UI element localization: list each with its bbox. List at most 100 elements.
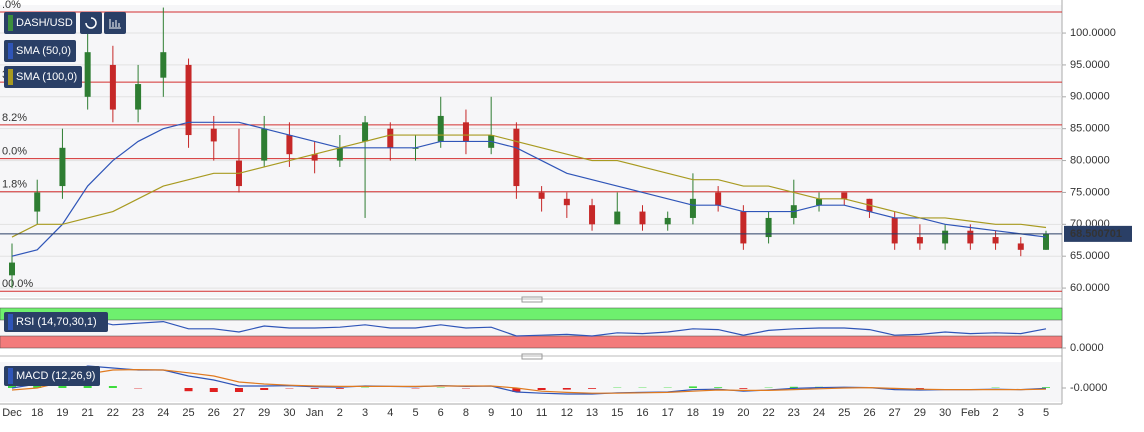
- x-tick-label: 26: [863, 407, 875, 419]
- y-tick-label: 65.0000: [1070, 250, 1110, 262]
- candle-body: [992, 237, 999, 244]
- macd-histogram-bar: [739, 388, 748, 389]
- x-tick-label: 24: [813, 407, 825, 419]
- x-tick-label: 30: [283, 407, 295, 419]
- resize-handle[interactable]: [521, 353, 543, 360]
- x-tick-label: Feb: [961, 407, 980, 419]
- refresh-button[interactable]: [80, 12, 102, 34]
- legend-box[interactable]: [4, 40, 76, 62]
- x-tick-label: 4: [387, 407, 393, 419]
- x-tick-label: Jan: [306, 407, 324, 419]
- legend-box[interactable]: [4, 66, 82, 88]
- y-tick-label: 85.0000: [1070, 123, 1110, 135]
- x-tick-label: 26: [208, 407, 220, 419]
- macd-histogram-bar: [537, 388, 546, 390]
- refresh-icon: [85, 17, 97, 29]
- candle-body: [437, 115, 444, 142]
- candle-body: [513, 128, 520, 187]
- x-tick-label: 25: [838, 407, 850, 419]
- candle-body: [311, 154, 318, 161]
- x-tick-label: 15: [611, 407, 623, 419]
- candle-body: [1043, 233, 1049, 250]
- y-tick-label: 75.0000: [1070, 186, 1110, 198]
- signal-line: [11, 368, 1047, 394]
- legend-swatch: [8, 314, 13, 330]
- candle-body: [715, 192, 722, 206]
- x-tick-label: Dec: [2, 407, 22, 419]
- y-tick-label: 60.0000: [1070, 282, 1110, 294]
- candle-body: [9, 262, 15, 276]
- candle-body: [286, 135, 293, 155]
- x-tick-label: 27: [889, 407, 901, 419]
- y-tick-label: 95.0000: [1070, 59, 1110, 71]
- x-tick-label: 19: [712, 407, 724, 419]
- fib-label: 0.0%: [2, 146, 27, 158]
- candle-body: [765, 217, 772, 238]
- resize-handle[interactable]: [521, 296, 543, 303]
- sma-line: [11, 121, 1047, 257]
- candle-body: [185, 64, 192, 136]
- x-tick-label: 9: [488, 407, 494, 419]
- price-panel: [0, 5, 1062, 297]
- last-price-box: [1064, 225, 1132, 242]
- x-tick-label: 29: [258, 407, 270, 419]
- chart-type-icon: [109, 19, 121, 29]
- x-tick-label: 11: [536, 407, 547, 419]
- y-tick-label: 90.0000: [1070, 91, 1110, 103]
- candle-body: [135, 84, 142, 110]
- x-tick-label: 18: [687, 407, 699, 419]
- candle-body: [689, 198, 696, 218]
- fib-label: 8.2%: [2, 112, 27, 124]
- last-price-label: 68.500701: [1070, 228, 1122, 240]
- candle-body: [160, 52, 167, 78]
- candle-body: [362, 122, 369, 142]
- fib-label: 1.8%: [2, 179, 27, 191]
- macd-histogram-bar: [310, 388, 319, 389]
- rsi-band: [0, 335, 1063, 349]
- legend-box[interactable]: [4, 12, 76, 34]
- candle-body: [109, 64, 116, 110]
- x-tick-label: 30: [939, 407, 951, 419]
- y-tick-label: 0.0000: [1070, 342, 1104, 354]
- macd-histogram-bar: [209, 388, 218, 392]
- chart-type-button[interactable]: [104, 12, 126, 34]
- x-tick-label: 3: [362, 407, 368, 419]
- macd-histogram-bar: [1042, 387, 1050, 388]
- macd-histogram-bar: [184, 388, 193, 392]
- legend-label: SMA (50,0): [16, 45, 71, 57]
- x-tick-label: 2: [992, 407, 998, 419]
- x-tick-label: 24: [157, 407, 169, 419]
- candle-body: [336, 147, 343, 161]
- macd-histogram-bar: [260, 388, 269, 390]
- macd-histogram-bar: [335, 388, 344, 389]
- x-tick-label: 5: [412, 407, 418, 419]
- legend-swatch: [8, 15, 13, 31]
- candle-body: [34, 192, 41, 212]
- x-tick-label: 10: [510, 407, 522, 419]
- candle-body: [891, 217, 898, 244]
- legend-box[interactable]: [4, 366, 100, 386]
- x-tick-label: 17: [662, 407, 674, 419]
- candle-body: [664, 217, 671, 225]
- y-tick-label: -0.0000: [1070, 382, 1107, 394]
- x-tick-label: 13: [586, 407, 598, 419]
- y-tick-label: 80.0000: [1070, 154, 1110, 166]
- x-tick-label: 5: [1043, 407, 1049, 419]
- y-tick-label: 100.0000: [1070, 27, 1116, 39]
- legend-swatch: [8, 69, 13, 85]
- legend-box[interactable]: [4, 312, 108, 332]
- fib-label: 00.0%: [2, 278, 33, 290]
- candle-body: [84, 52, 91, 97]
- candle-body: [1017, 243, 1024, 250]
- candle-body: [967, 230, 974, 244]
- rsi-line: [11, 318, 1047, 337]
- macd-histogram-bar: [562, 388, 571, 390]
- x-tick-label: 27: [233, 407, 245, 419]
- x-tick-label: 22: [762, 407, 774, 419]
- x-tick-label: 21: [82, 407, 94, 419]
- macd-histogram-bar: [108, 386, 117, 388]
- legend-label: RSI (14,70,30,1): [16, 316, 97, 328]
- marks: Dec 18 19 21 22 23 24 25 26 27 29 30 Jan 2 3 4 5 6 8 9 10 11 1…: [0, 0, 1132, 419]
- candle-body: [589, 205, 596, 225]
